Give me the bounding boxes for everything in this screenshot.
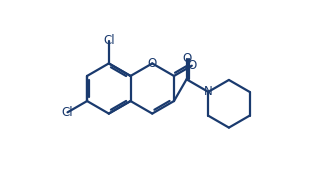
Text: N: N xyxy=(204,85,213,98)
Text: Cl: Cl xyxy=(62,106,73,119)
Text: O: O xyxy=(148,57,157,70)
Text: O: O xyxy=(187,59,196,72)
Text: O: O xyxy=(182,52,191,65)
Text: Cl: Cl xyxy=(103,34,114,47)
